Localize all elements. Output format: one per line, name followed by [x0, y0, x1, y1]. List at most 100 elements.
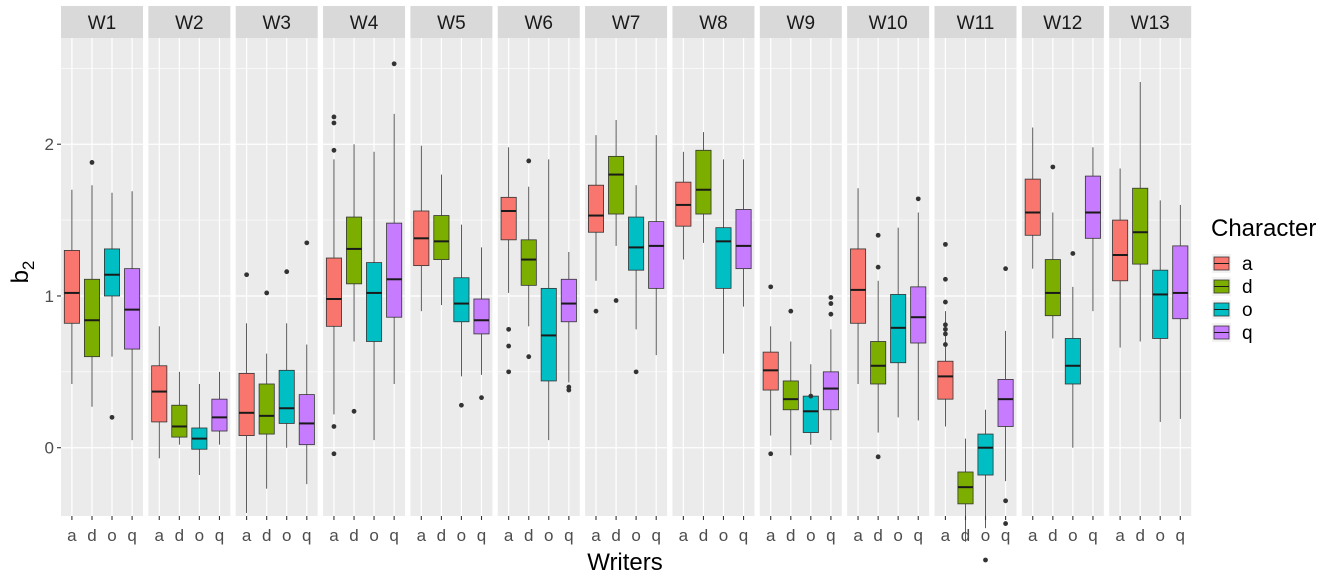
- y-axis-title-subscript: 2: [19, 261, 38, 270]
- outlier-point: [391, 61, 397, 67]
- x-tick-label: o: [631, 526, 640, 545]
- outlier-point: [808, 393, 814, 399]
- x-tick-label: q: [215, 526, 224, 545]
- outlier-point: [943, 299, 948, 305]
- facet-strip: [585, 6, 668, 38]
- x-tick-label: a: [766, 526, 776, 545]
- facet-strip: [759, 6, 842, 38]
- facet-strip-label: W2: [175, 13, 204, 34]
- outlier-point: [304, 240, 310, 246]
- box-w10-a: [850, 248, 867, 324]
- facet-strip: [323, 6, 406, 38]
- facet-strip-label: W5: [437, 13, 466, 34]
- facet-strip-label: W9: [787, 13, 816, 34]
- outlier-point: [943, 331, 948, 337]
- box-w4-q: [386, 222, 403, 318]
- outlier-point: [613, 298, 619, 303]
- x-tick-label: a: [679, 526, 689, 545]
- panel-background: [410, 38, 493, 516]
- facet-strip: [410, 6, 493, 38]
- x-tick-label: a: [242, 526, 252, 545]
- outlier-point: [768, 451, 774, 457]
- facet-strip-label: W4: [350, 13, 379, 34]
- box-w5-o: [453, 277, 470, 323]
- x-tick-label: d: [87, 526, 96, 545]
- box-w1-d: [83, 278, 100, 358]
- facet-strip: [1021, 6, 1104, 38]
- legend-label-a: a: [1242, 254, 1253, 275]
- outlier-point: [331, 451, 337, 457]
- panel-background: [934, 38, 1017, 516]
- y-tick-label: 1: [45, 287, 54, 306]
- outlier-point: [1070, 251, 1076, 256]
- outlier-point: [943, 241, 948, 247]
- legend-label-o: o: [1242, 300, 1253, 321]
- outlier-point: [526, 354, 532, 360]
- facet-strip-label: W1: [88, 13, 117, 34]
- box-w3-d: [258, 383, 275, 435]
- x-tick-label: o: [1155, 526, 1164, 545]
- box-w9-o: [802, 395, 819, 433]
- facet-strip: [1109, 6, 1192, 38]
- outlier-point: [526, 158, 532, 164]
- outlier-point: [351, 408, 357, 414]
- box-w11-a: [937, 360, 954, 400]
- box-w4-o: [366, 262, 383, 342]
- x-tick-label: d: [786, 526, 795, 545]
- facet-strip: [61, 6, 143, 38]
- box-w1-o: [104, 248, 121, 297]
- outlier-point: [1003, 521, 1008, 526]
- outlier-point: [89, 160, 95, 165]
- x-tick-label: o: [544, 526, 553, 545]
- x-tick-label: d: [961, 526, 970, 545]
- outlier-point: [983, 557, 988, 563]
- facet-strip-label: W8: [699, 13, 728, 34]
- box-w3-a: [238, 372, 255, 436]
- y-axis-title-main: b: [7, 270, 34, 283]
- outlier-point: [875, 264, 881, 270]
- facet-strip-label: W13: [1131, 13, 1170, 34]
- box-w8-q: [735, 209, 752, 270]
- outlier-point: [788, 308, 794, 314]
- x-tick-label: o: [282, 526, 291, 545]
- box-w10-d: [870, 341, 887, 385]
- box-w3-o: [278, 369, 295, 424]
- legend-title: Character: [1211, 215, 1316, 242]
- x-tick-label: o: [893, 526, 902, 545]
- x-tick-label: q: [389, 526, 398, 545]
- x-tick-label: o: [369, 526, 378, 545]
- y-tick-label: 0: [45, 439, 54, 458]
- x-tick-label: d: [262, 526, 271, 545]
- box-w12-o: [1064, 338, 1081, 385]
- panel-background: [672, 38, 755, 516]
- panel-background: [497, 38, 580, 516]
- outlier-point: [1003, 498, 1008, 504]
- y-tick-label: 2: [45, 135, 54, 154]
- box-w4-a: [325, 257, 342, 327]
- box-w13-o: [1152, 269, 1169, 339]
- box-w2-q: [211, 398, 228, 432]
- legend-label-q: q: [1242, 323, 1253, 344]
- outlier-point: [331, 147, 337, 153]
- x-tick-label: o: [457, 526, 466, 545]
- y-axis-title: b2: [7, 261, 38, 284]
- box-w12-d: [1044, 259, 1061, 317]
- facet-strip-label: W6: [525, 13, 554, 34]
- facet-strip-label: W12: [1043, 13, 1082, 34]
- x-tick-label: a: [1115, 526, 1125, 545]
- x-tick-label: q: [564, 526, 573, 545]
- facet-strip: [148, 6, 231, 38]
- x-tick-label: d: [524, 526, 533, 545]
- outlier-point: [264, 290, 270, 296]
- x-tick-label: d: [1048, 526, 1057, 545]
- box-w6-a: [500, 196, 517, 241]
- x-tick-label: a: [591, 526, 601, 545]
- x-tick-label: a: [329, 526, 339, 545]
- x-tick-label: d: [873, 526, 882, 545]
- facet-strip-label: W11: [957, 13, 995, 34]
- x-tick-label: q: [1176, 526, 1185, 545]
- facet-strip: [497, 6, 580, 38]
- box-w7-o: [628, 216, 645, 271]
- facet-strip-label: W10: [869, 13, 908, 34]
